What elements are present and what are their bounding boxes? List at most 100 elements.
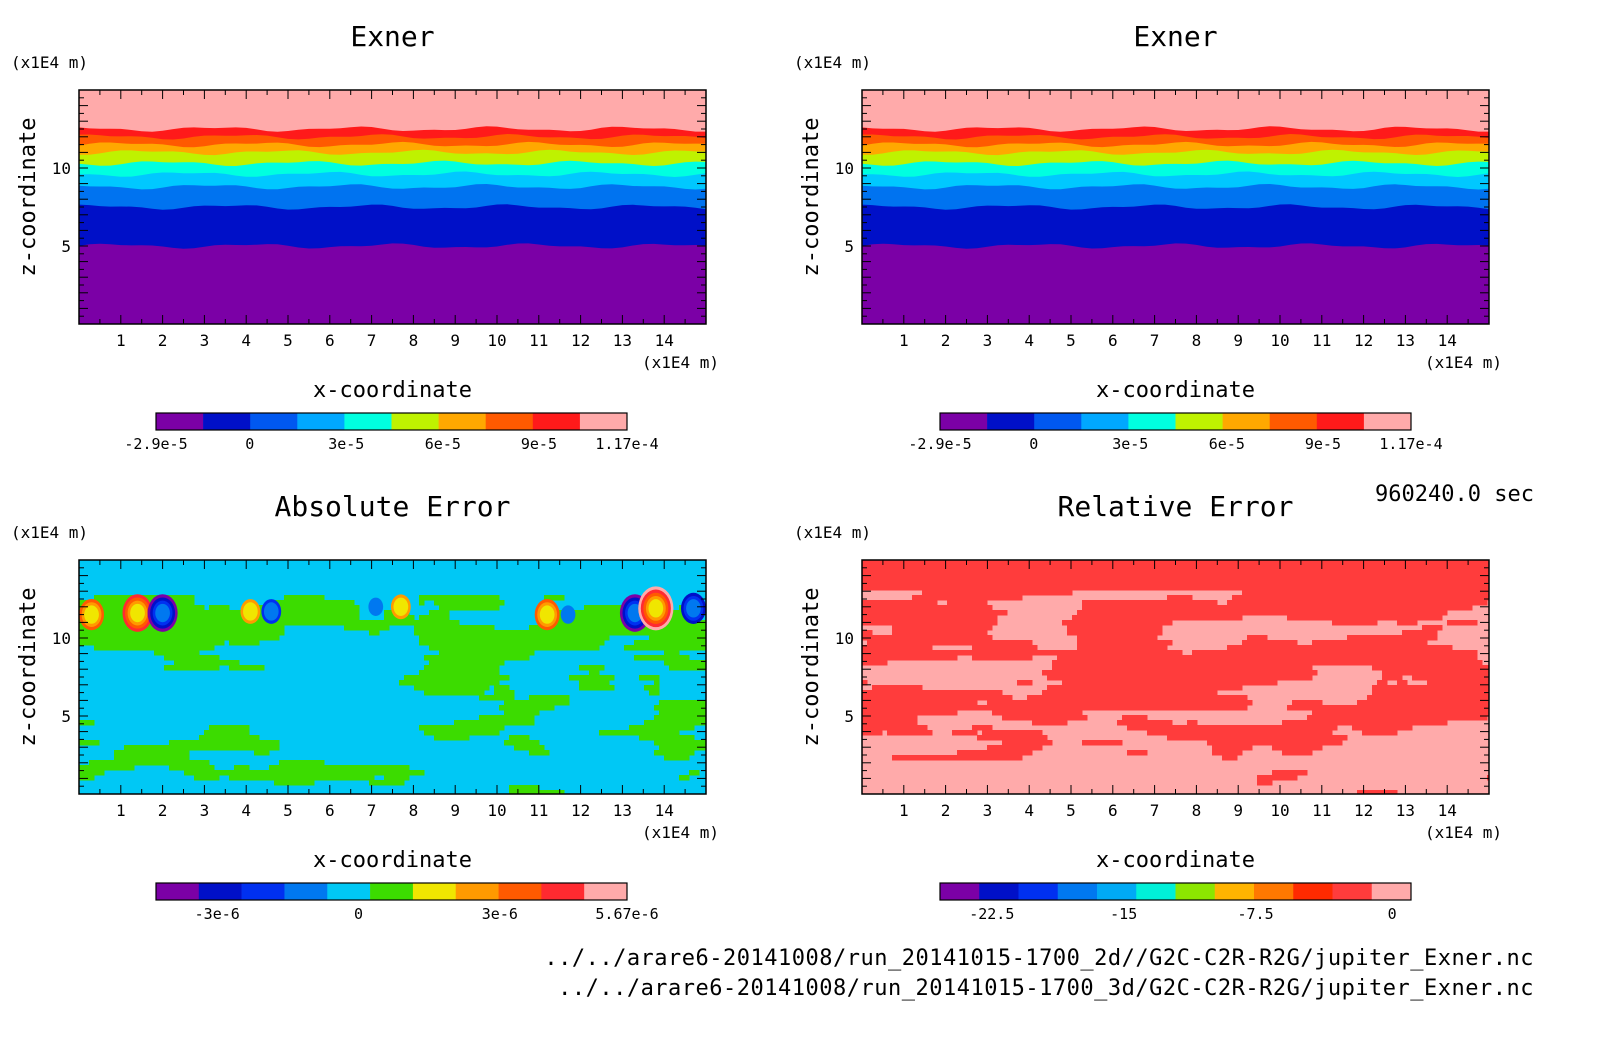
axis-ticks [79,90,706,324]
x-tick-label: 13 [613,801,632,820]
colorbar-swatch [370,883,414,900]
x-unit-label: (x1E4 m) [642,823,719,842]
z-tick-label: 5 [61,237,71,256]
colorbar-swatch [156,883,200,900]
colorbar-label: 1.17e-4 [1379,435,1442,453]
band-1 [862,243,1489,324]
x-tick-label: 8 [409,331,419,350]
colorbar-label: 0 [1029,435,1038,453]
x-tick-label: 10 [487,801,506,820]
x-tick-label: 14 [655,801,674,820]
x-tick-label: 12 [571,331,590,350]
colorbar-swatch [541,883,585,900]
x-tick-label: 1 [899,331,909,350]
x-axis-label: x-coordinate [313,378,472,403]
z-tick-label: 10 [835,629,854,648]
colorbar-swatch [344,413,392,430]
error-feature-12 [680,592,706,624]
colorbar-swatch [1254,883,1294,900]
colorbar-swatch [579,413,628,430]
colorbar: -2.9e-5 0 3e-5 6e-5 9e-5 1.17e-4 [908,412,1443,453]
chart-title: Exner [350,20,434,53]
time-label: 960240.0 sec [1375,482,1534,507]
colorbar-swatch [940,413,988,430]
colorbar-label: 0 [1388,905,1397,923]
colorbar-swatch [455,883,499,900]
x-tick-label: 10 [1270,801,1289,820]
z-axis-label: z-coordinate [16,588,41,747]
x-tick-label: 9 [1233,801,1243,820]
colorbar-swatch [327,883,371,900]
colorbar-label: -2.9e-5 [908,435,971,453]
colorbar-label: 5.67e-6 [595,905,658,923]
colorbar-swatch [1136,883,1176,900]
x-tick-label: 2 [941,331,951,350]
x-tick-label: 9 [1233,331,1243,350]
colorbar-swatch [1332,883,1373,900]
x-tick-label: 1 [116,331,126,350]
x-tick-label: 11 [1312,331,1331,350]
colorbar-swatch [1081,413,1129,430]
colorbar-swatch [1175,413,1223,430]
x-tick-label: 11 [529,801,548,820]
z-unit-label: (x1E4 m) [11,523,88,542]
colorbar-label: -2.9e-5 [124,435,187,453]
error-feature-6 [368,597,384,616]
colorbar-label: 6e-5 [1209,435,1245,453]
chart-title: Exner [1133,20,1217,53]
colorbar-swatch [987,413,1035,430]
x-tick-label: 12 [1354,801,1373,820]
x-tick-label: 5 [283,331,293,350]
colorbar: -2.9e-5 0 3e-5 6e-5 9e-5 1.17e-4 [124,412,659,453]
x-unit-label: (x1E4 m) [642,353,719,372]
error-feature-8 [534,599,560,631]
axis-ticks [862,90,1489,324]
colorbar-label: 0 [354,905,363,923]
x-axis-label: x-coordinate [313,848,472,873]
x-tick-label: 6 [325,801,335,820]
colorbar-frame [939,412,1412,431]
error-feature-3 [147,594,178,632]
colorbar-swatch [485,413,534,430]
colorbar: -22.5 -15 -7.5 0 [939,882,1412,923]
x-tick-label: 5 [1066,801,1076,820]
error-feature-11 [638,586,674,631]
colorbar-label: 9e-5 [521,435,557,453]
colorbar-swatch [584,883,628,900]
colorbar-label: -15 [1110,905,1137,923]
x-tick-label: 3 [200,331,210,350]
error-feature-7 [390,594,411,620]
colorbar-swatch [1222,413,1270,430]
x-tick-label: 11 [529,331,548,350]
colorbar-label: 9e-5 [1305,435,1341,453]
colorbar-frame [939,882,1412,901]
error-feature-4 [240,599,261,624]
z-axis-label: z-coordinate [16,118,41,277]
footer-path-3d: ../../arare6-20141008/run_20141015-1700_… [558,976,1534,1001]
x-tick-label: 6 [1108,801,1118,820]
x-tick-label: 4 [1024,801,1034,820]
colorbar-swatch [156,413,204,430]
colorbar-swatch [1097,883,1137,900]
colorbar-swatch [498,883,542,900]
x-tick-label: 12 [571,801,590,820]
x-tick-label: 9 [450,801,460,820]
colorbar-swatch [1363,413,1412,430]
colorbar-swatch [391,413,439,430]
colorbar-label: -7.5 [1238,905,1274,923]
colorbar-swatch [1128,413,1176,430]
colorbar-swatch [1018,883,1059,900]
band-1 [79,243,706,324]
colorbar-swatch [1214,883,1255,900]
x-tick-label: 5 [1066,331,1076,350]
colorbar-label: 3e-6 [482,905,518,923]
z-tick-label: 10 [835,159,854,178]
colorbar-label: 3e-5 [1112,435,1148,453]
colorbar-label: -22.5 [969,905,1014,923]
x-tick-label: 4 [241,331,251,350]
chart-title: Relative Error [1057,490,1293,523]
plot-area [79,560,706,794]
